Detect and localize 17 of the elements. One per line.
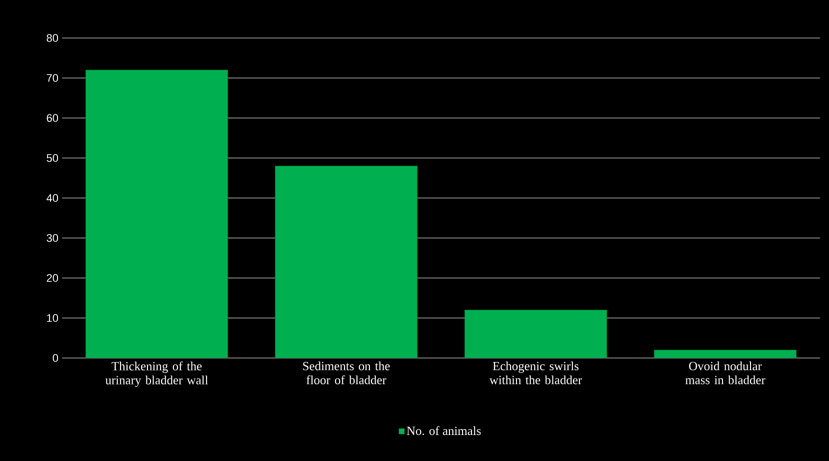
x-tick-label: Thickening of the urinary bladder wall bbox=[105, 362, 208, 387]
y-tick-label: 80 bbox=[46, 34, 58, 42]
y-tick-label: 40 bbox=[46, 194, 58, 202]
x-tick-label: Ovoid nodular mass in bladder bbox=[685, 362, 766, 384]
y-tick-label: 10 bbox=[47, 314, 58, 322]
bar bbox=[85, 70, 228, 358]
y-tick-label: 30 bbox=[46, 234, 58, 242]
y-tick-label: 0 bbox=[52, 354, 58, 362]
x-tick-label: Sediments on the floor of bladder bbox=[303, 362, 390, 384]
y-tick-label: 70 bbox=[46, 74, 58, 82]
bar bbox=[464, 310, 607, 358]
x-tick-label: Echogenic swirls within the bladder bbox=[489, 362, 582, 384]
y-tick-label: 60 bbox=[46, 114, 58, 122]
y-tick-label: 20 bbox=[46, 274, 58, 282]
y-tick-label: 50 bbox=[46, 154, 58, 162]
legend-label: No. of animals bbox=[406, 426, 481, 436]
bar bbox=[274, 166, 418, 358]
